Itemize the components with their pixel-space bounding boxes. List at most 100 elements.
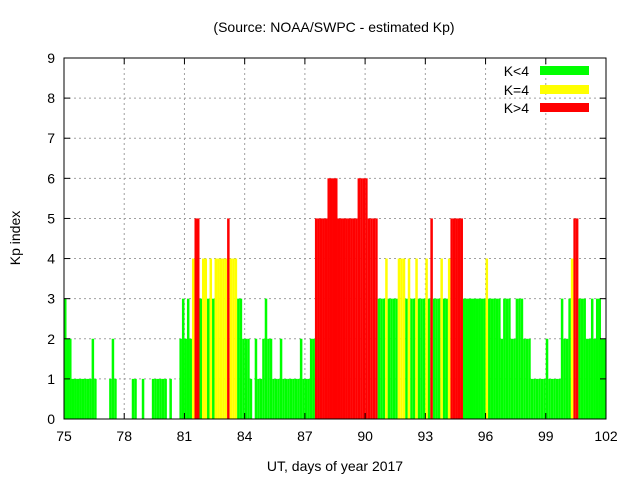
x-tick-label: 102 [594, 428, 618, 444]
kp-bar [580, 298, 584, 419]
kp-bar [302, 378, 305, 419]
kp-bar [317, 218, 320, 419]
kp-bar [74, 378, 77, 419]
kp-bar [545, 338, 549, 419]
kp-bar [425, 258, 428, 419]
kp-bar [415, 258, 418, 419]
kp-bar [595, 298, 599, 419]
x-tick-label: 84 [237, 428, 253, 444]
kp-bar [222, 258, 225, 419]
kp-bar [196, 218, 200, 419]
y-axis-label: Kp index [7, 211, 23, 265]
kp-bar [420, 298, 423, 419]
x-tick-label: 87 [297, 428, 313, 444]
kp-bar [533, 378, 536, 419]
kp-bar [91, 338, 95, 419]
kp-bar [452, 218, 456, 419]
kp-bar [503, 298, 506, 419]
kp-bar [141, 378, 145, 419]
kp-bar [289, 378, 293, 419]
kp-bar [219, 258, 223, 419]
kp-bar [156, 378, 160, 419]
kp-bar [204, 258, 208, 419]
legend: K<4 K=4 K>4 [504, 63, 589, 116]
kp-bar [510, 338, 514, 419]
kp-bar [553, 378, 556, 419]
kp-bar [442, 298, 446, 419]
kp-bar [460, 218, 463, 419]
kp-bar [422, 298, 426, 419]
kp-bar [189, 338, 192, 419]
kp-bar [395, 298, 398, 419]
kp-bar [109, 378, 112, 419]
kp-bar [500, 338, 504, 419]
kp-bar [352, 218, 356, 419]
kp-bar [473, 298, 476, 419]
kp-bar [89, 378, 92, 419]
kp-bar [558, 378, 561, 419]
kp-bar [440, 258, 443, 419]
kp-bar [217, 258, 220, 419]
kp-bar [184, 338, 187, 419]
x-tick-label: 90 [357, 428, 373, 444]
kp-bar [583, 298, 586, 419]
kp-bar [292, 378, 295, 419]
x-axis-label: UT, days of year 2017 [267, 458, 403, 474]
y-tick-label: 4 [47, 251, 55, 267]
kp-bar [319, 218, 323, 419]
kp-bar [322, 218, 325, 419]
legend-swatch-k-eq-4 [540, 85, 589, 94]
kp-bar [375, 218, 378, 419]
kp-bar [478, 298, 481, 419]
kp-bar [207, 298, 210, 419]
kp-bar [227, 218, 230, 419]
kp-bar [269, 338, 273, 419]
kp-bar [312, 338, 315, 419]
kp-bar [86, 378, 90, 419]
kp-bar [437, 298, 441, 419]
kp-bar [412, 298, 416, 419]
kp-bar [332, 178, 335, 419]
kp-bar [397, 258, 401, 419]
kp-bar [445, 298, 448, 419]
kp-bar [382, 298, 386, 419]
kp-bar [131, 378, 135, 419]
kp-bar [565, 338, 569, 419]
x-tick-label: 81 [177, 428, 193, 444]
kp-bar [575, 218, 579, 419]
kp-bar [590, 298, 594, 419]
kp-bar [224, 258, 228, 419]
kp-bar [540, 378, 544, 419]
plot-frame [63, 57, 607, 420]
kp-bar [345, 218, 348, 419]
kp-bar [402, 258, 406, 419]
kp-bar [367, 218, 371, 419]
kp-bar [370, 218, 373, 419]
kp-bar [560, 298, 564, 419]
kp-bar [161, 378, 165, 419]
y-tick-label: 9 [47, 50, 55, 66]
kp-bar [114, 378, 117, 419]
kp-bar [309, 338, 313, 419]
kp-bar [385, 258, 388, 419]
y-tick-label: 1 [47, 371, 55, 387]
kp-bar [357, 178, 361, 419]
kp-bar [79, 378, 82, 419]
kp-bar [179, 338, 182, 419]
kp-bar [244, 338, 248, 419]
kp-bar [347, 218, 351, 419]
kp-bar [548, 378, 551, 419]
x-tick-label: 78 [116, 428, 132, 444]
kp-bar [340, 218, 343, 419]
kp-bar [287, 378, 290, 419]
kp-bar [585, 338, 589, 419]
kp-bar [81, 378, 85, 419]
y-tick-label: 3 [47, 291, 55, 307]
kp-bar [329, 178, 333, 419]
kp-bar [485, 258, 489, 419]
kp-bar [483, 298, 486, 419]
legend-swatch-k-lt-4 [540, 66, 589, 75]
kp-bar [350, 218, 353, 419]
kp-bar [530, 378, 534, 419]
